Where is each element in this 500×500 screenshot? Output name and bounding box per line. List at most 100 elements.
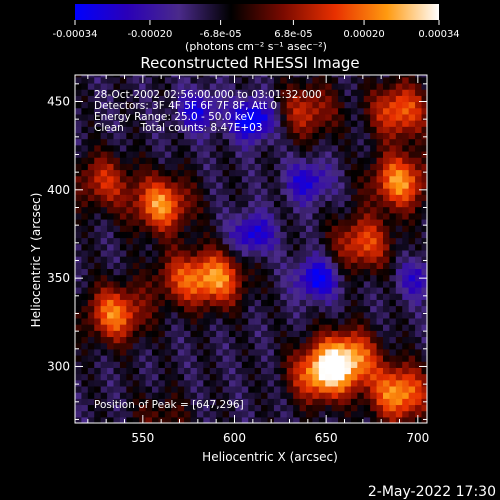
- heatmap-cell: [350, 144, 358, 152]
- heatmap-cell: [338, 274, 346, 282]
- heatmap-cell: [376, 181, 384, 189]
- heatmap-cell: [216, 392, 224, 399]
- heatmap-cell: [152, 169, 160, 177]
- heatmap-cell: [389, 138, 397, 146]
- heatmap-cell: [235, 324, 243, 331]
- heatmap-cell: [139, 268, 147, 276]
- heatmap-cell: [119, 317, 127, 325]
- heatmap-cell: [376, 175, 384, 183]
- heatmap-cell: [94, 188, 102, 195]
- heatmap-cell: [209, 237, 217, 245]
- heatmap-cell: [158, 120, 166, 127]
- heatmap-cell: [376, 336, 384, 344]
- heatmap-cell: [177, 169, 185, 177]
- heatmap-cell: [241, 293, 249, 300]
- heatmap-cell: [402, 231, 410, 239]
- heatmap-cell: [389, 76, 397, 84]
- heatmap-cell: [94, 311, 102, 319]
- heatmap-cell: [318, 317, 326, 325]
- heatmap-cell: [152, 385, 160, 393]
- heatmap-cell: [216, 75, 224, 78]
- plot-frame: [74, 74, 428, 424]
- heatmap-cell: [107, 138, 115, 146]
- heatmap-cell: [184, 385, 192, 393]
- heatmap-cell: [177, 299, 185, 307]
- heatmap-cell: [158, 157, 166, 164]
- heatmap-cell: [229, 348, 237, 356]
- heatmap-cell: [325, 120, 333, 127]
- heatmap-cell: [152, 194, 160, 202]
- heatmap-cell: [241, 398, 249, 406]
- heatmap-cell: [184, 175, 192, 183]
- heatmap-cell: [81, 262, 89, 270]
- heatmap-cell: [325, 163, 333, 171]
- heatmap-cell: [107, 175, 115, 183]
- heatmap-cell: [126, 262, 134, 270]
- heatmap-cell: [94, 416, 102, 423]
- heatmap-cell: [229, 268, 237, 276]
- heatmap-cell: [107, 286, 115, 294]
- heatmap-cell: [286, 89, 294, 96]
- heatmap-cell: [402, 404, 410, 412]
- heatmap-cell: [383, 181, 391, 189]
- heatmap-cell: [254, 361, 262, 368]
- heatmap-cell: [415, 138, 423, 146]
- heatmap-cell: [139, 231, 147, 239]
- heatmap-cell: [158, 416, 166, 423]
- heatmap-cell: [312, 249, 320, 257]
- heatmap-cell: [389, 200, 397, 208]
- heatmap-cell: [119, 373, 127, 381]
- heatmap-cell: [100, 101, 108, 109]
- info-line-time: 28-Oct-2002 02:56:00.000 to 03:01:32.000: [94, 89, 322, 101]
- heatmap-cell: [318, 218, 326, 226]
- heatmap-cell: [222, 398, 230, 406]
- heatmap-cell: [229, 354, 237, 362]
- heatmap-cell: [75, 101, 83, 109]
- heatmap-cell: [363, 311, 371, 319]
- heatmap-cell: [248, 132, 256, 140]
- heatmap-cell: [100, 256, 108, 263]
- heatmap-cell: [402, 212, 410, 220]
- heatmap-cell: [370, 348, 378, 356]
- heatmap-cell: [318, 75, 326, 78]
- heatmap-cell: [318, 150, 326, 158]
- heatmap-cell: [389, 206, 397, 214]
- heatmap-cell: [177, 126, 185, 134]
- heatmap-cell: [331, 237, 339, 245]
- heatmap-cell: [164, 392, 172, 399]
- heatmap-cell: [196, 138, 204, 146]
- heatmap-cell: [75, 262, 83, 270]
- heatmap-cell: [222, 249, 230, 257]
- heatmap-cell: [203, 76, 211, 84]
- heatmap-cell: [81, 317, 89, 325]
- heatmap-cell: [248, 113, 256, 121]
- heatmap-cell: [152, 311, 160, 319]
- heatmap-cell: [383, 126, 391, 134]
- heatmap-cell: [177, 150, 185, 158]
- heatmap-cell: [331, 188, 339, 195]
- heatmap-cell: [203, 367, 211, 375]
- heatmap-cell: [196, 95, 204, 103]
- heatmap-cell: [196, 175, 204, 183]
- heatmap-cell: [363, 157, 371, 164]
- heatmap-cell: [383, 75, 391, 78]
- heatmap-cell: [306, 293, 314, 300]
- heatmap-cell: [132, 398, 140, 406]
- heatmap-cell: [325, 317, 333, 325]
- heatmap-cell: [107, 348, 115, 356]
- heatmap-cell: [331, 75, 339, 78]
- heatmap-cell: [299, 330, 307, 338]
- heatmap-cell: [408, 256, 416, 263]
- heatmap-cell: [389, 398, 397, 406]
- heatmap-cell: [344, 373, 352, 381]
- heatmap-cell: [350, 286, 358, 294]
- heatmap-cell: [184, 144, 192, 152]
- heatmap-cell: [350, 95, 358, 103]
- heatmap-cell: [363, 89, 371, 96]
- heatmap-cell: [164, 150, 172, 158]
- heatmap-cell: [184, 237, 192, 245]
- heatmap-cell: [132, 410, 140, 418]
- heatmap-cell: [203, 286, 211, 294]
- heatmap-cell: [395, 311, 403, 319]
- heatmap-cell: [415, 249, 423, 257]
